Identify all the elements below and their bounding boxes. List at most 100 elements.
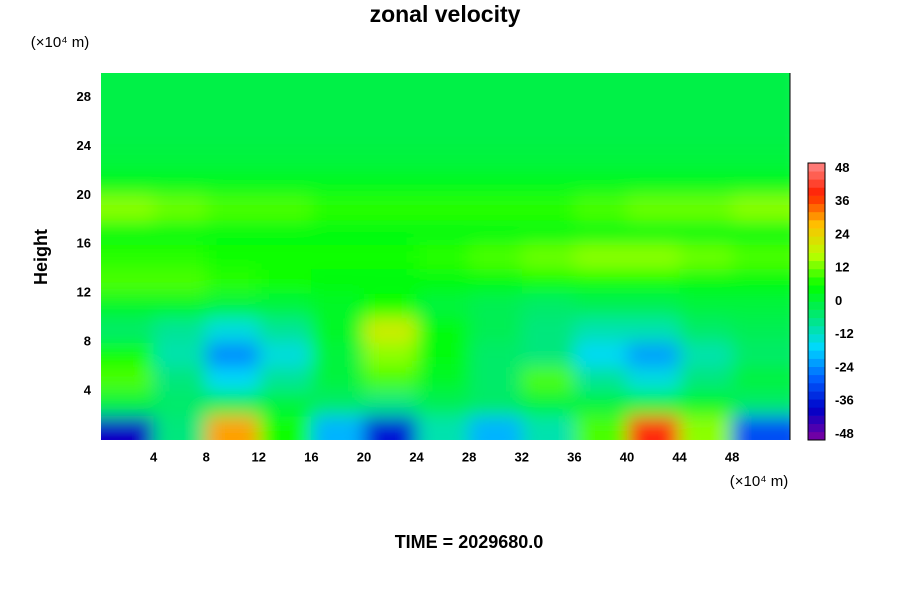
- cell: [311, 73, 365, 98]
- cell: [363, 195, 418, 221]
- colorbar-band: [808, 334, 825, 343]
- y-tick-label: 4: [84, 383, 92, 398]
- cell: [311, 244, 365, 270]
- cell: [469, 244, 523, 270]
- cell: [469, 195, 523, 221]
- cell: [258, 146, 312, 172]
- colorbar-band: [808, 399, 825, 408]
- cell: [732, 317, 790, 343]
- colorbar-band: [808, 195, 825, 205]
- cell: [574, 293, 628, 319]
- cell: [521, 97, 575, 123]
- cell: [153, 293, 207, 319]
- cell: [626, 366, 681, 392]
- cell: [206, 73, 260, 98]
- cell: [574, 146, 628, 172]
- x-tick-label: 12: [252, 449, 266, 464]
- cell: [416, 244, 470, 270]
- cell: [679, 268, 733, 294]
- cell: [574, 73, 628, 98]
- cell: [101, 146, 155, 172]
- cell: [732, 268, 790, 294]
- cell: [732, 293, 790, 319]
- cell: [679, 415, 733, 440]
- cell: [258, 268, 312, 294]
- cell: [153, 121, 207, 147]
- cell: [732, 366, 790, 392]
- cell: [311, 146, 365, 172]
- colorbar-band: [808, 220, 825, 229]
- cell: [679, 317, 733, 343]
- cell: [206, 97, 260, 123]
- cell: [101, 219, 155, 245]
- cell: [626, 73, 681, 98]
- cell: [311, 317, 365, 343]
- colorbar-band: [808, 228, 825, 237]
- x-tick-label: 24: [409, 449, 424, 464]
- cell: [258, 244, 312, 270]
- y-tick-label: 16: [77, 236, 91, 251]
- cell: [258, 195, 312, 221]
- cell: [101, 121, 155, 147]
- y-axis-label: Height: [31, 229, 51, 285]
- cell: [101, 391, 155, 417]
- cell: [206, 219, 260, 245]
- cell: [469, 415, 523, 440]
- cell: [521, 219, 575, 245]
- cell: [258, 366, 312, 392]
- cell: [626, 170, 681, 196]
- x-unit: (×10⁴ m): [730, 473, 789, 490]
- cell: [363, 73, 418, 98]
- cell: [732, 146, 790, 172]
- cell: [101, 195, 155, 221]
- colorbar-border: [807, 162, 826, 441]
- cell: [732, 170, 790, 196]
- x-tick-label: 28: [462, 449, 476, 464]
- cell: [679, 391, 733, 417]
- cell: [679, 121, 733, 147]
- cell: [416, 195, 470, 221]
- cell: [153, 415, 207, 440]
- colorbar-band: [808, 309, 825, 319]
- cell: [626, 244, 681, 270]
- colorbar-band: [808, 301, 825, 310]
- colorbar-tick-label: 12: [835, 260, 849, 275]
- y-tick-label: 28: [77, 89, 91, 104]
- colorbar-band: [808, 374, 825, 384]
- footer-time: TIME = 2029680.0: [395, 532, 544, 552]
- cell: [206, 121, 260, 147]
- cell: [521, 268, 575, 294]
- cell: [206, 391, 260, 417]
- cell: [574, 366, 628, 392]
- x-tick-label: 44: [672, 449, 687, 464]
- cell: [626, 121, 681, 147]
- cell: [574, 219, 628, 245]
- cell: [469, 268, 523, 294]
- cell: [626, 268, 681, 294]
- y-tick-label: 8: [84, 334, 91, 349]
- cell: [626, 293, 681, 319]
- cell: [679, 342, 733, 368]
- cell: [732, 97, 790, 123]
- cell: [363, 293, 418, 319]
- cell: [311, 170, 365, 196]
- cell: [416, 146, 470, 172]
- cell: [206, 146, 260, 172]
- colorbar-tick-label: -24: [835, 359, 855, 374]
- cell: [679, 195, 733, 221]
- cell: [153, 366, 207, 392]
- x-tick-label: 32: [515, 449, 529, 464]
- field: [101, 73, 790, 440]
- cell: [153, 317, 207, 343]
- colorbar-band: [808, 252, 825, 262]
- colorbar-band: [808, 285, 825, 294]
- colorbar-tick-label: -36: [835, 393, 854, 408]
- cell: [416, 342, 470, 368]
- cell: [101, 293, 155, 319]
- cell: [679, 170, 733, 196]
- colorbar-band: [808, 431, 825, 441]
- cell: [679, 73, 733, 98]
- cell: [521, 121, 575, 147]
- x-tick-label: 4: [150, 449, 158, 464]
- cell: [206, 268, 260, 294]
